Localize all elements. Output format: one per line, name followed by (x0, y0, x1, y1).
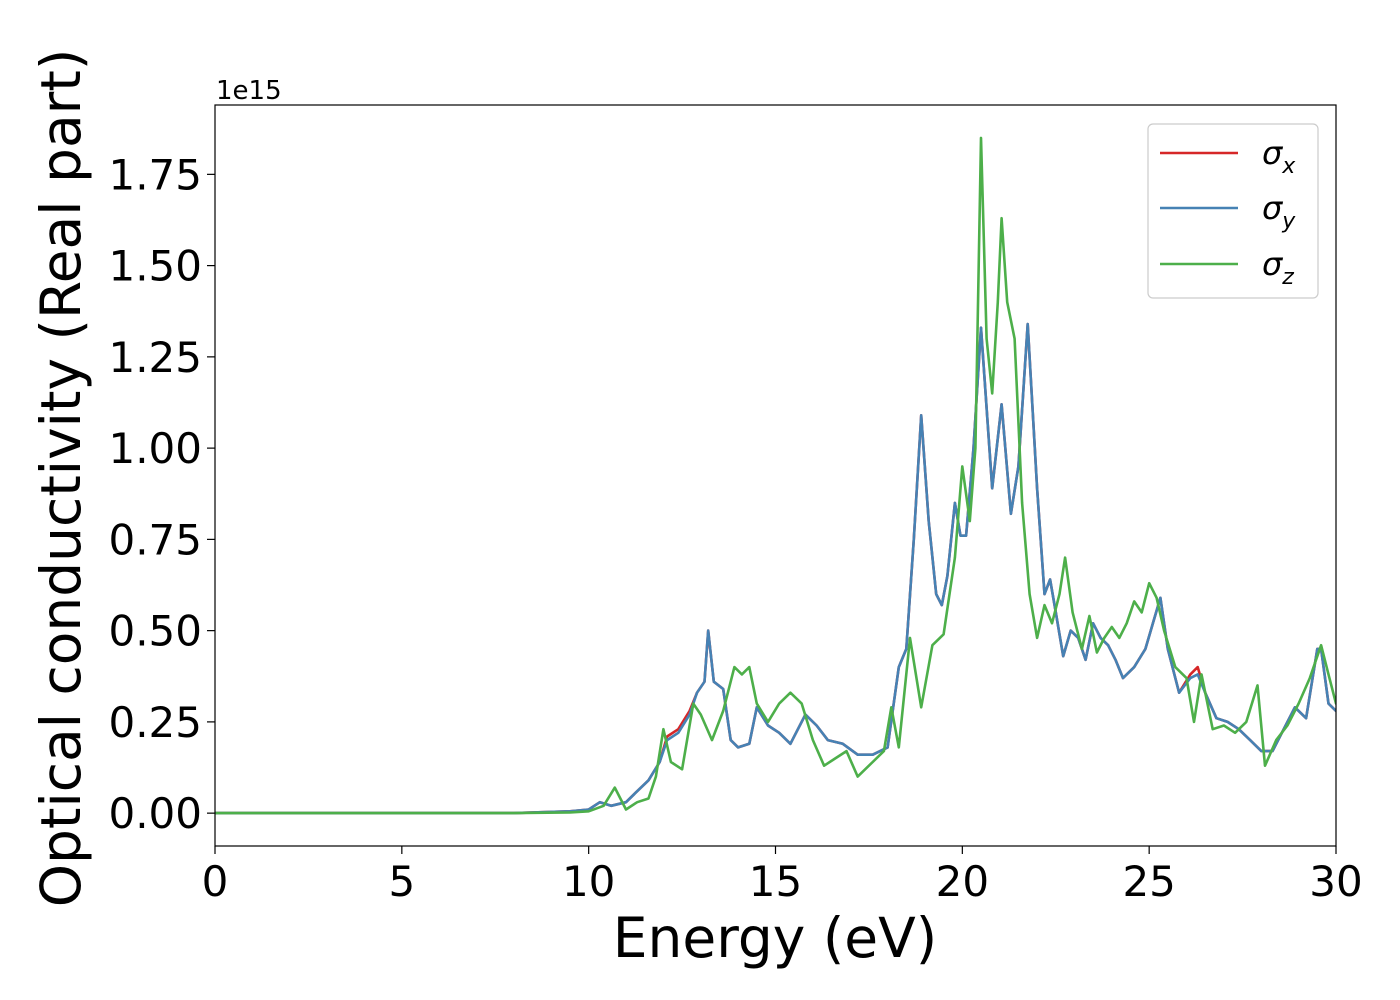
series-line-y (215, 322, 1336, 815)
legend-frame (1147, 123, 1319, 299)
x-tick-label: 20 (936, 857, 989, 906)
y-axis-title: Optical conductivity (Real part) (29, 49, 93, 908)
series-lines (215, 136, 1336, 815)
x-tick-label: 15 (749, 857, 802, 906)
x-tick-label: 5 (388, 857, 415, 906)
x-tick-label: 30 (1309, 857, 1362, 906)
x-tick-label: 0 (202, 857, 229, 906)
y-axis: 0.00 0.25 0.50 0.75 1.00 1.25 1.50 1.75 (108, 150, 215, 838)
x-tick-label: 25 (1122, 857, 1175, 906)
y-tick-label: 0.00 (108, 789, 202, 838)
x-tick-label: 10 (562, 857, 615, 906)
y-tick-label: 1.00 (108, 424, 202, 473)
y-tick-label: 0.75 (108, 515, 202, 564)
plot-area (214, 104, 1337, 847)
y-tick-label: 1.75 (108, 150, 202, 199)
y-offset-label: 1e15 (216, 76, 282, 106)
y-tick-label: 0.25 (108, 698, 202, 747)
series-line-z (215, 136, 1336, 815)
y-tick-label: 0.50 (108, 607, 202, 656)
y-tick-label: 1.50 (108, 242, 202, 291)
x-axis: 0 5 10 15 20 25 30 (202, 846, 1363, 906)
x-axis-title: Energy (eV) (613, 906, 937, 970)
y-tick-label: 1.25 (108, 333, 202, 382)
